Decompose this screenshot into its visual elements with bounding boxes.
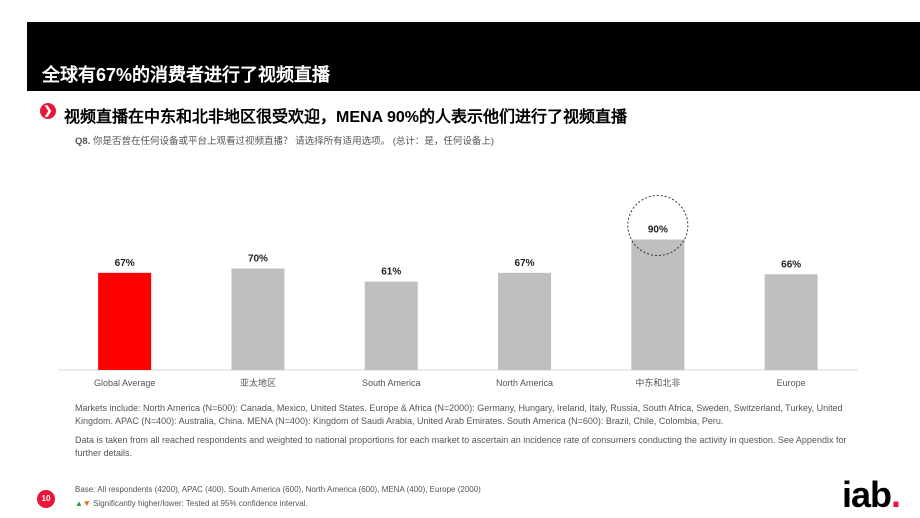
- logo-dot: .: [891, 474, 901, 515]
- method-note: Data is taken from all reached responden…: [75, 435, 847, 458]
- bar: [98, 272, 152, 370]
- slide-title: 全球有67%的消费者进行了视频直播: [42, 65, 331, 85]
- data-label: 67%: [115, 258, 135, 269]
- question-text: Q8. 你是否曾在任何设备或平台上观看过视频直播？ 请选择所有适用选项。 (总计…: [75, 133, 494, 147]
- category-label: Europe: [777, 378, 806, 388]
- data-label: 67%: [515, 258, 535, 269]
- highlight-circle: [627, 195, 689, 256]
- bar: [764, 274, 818, 370]
- title-band: [27, 22, 920, 91]
- bar-chart: 67% Global Average 70% 亚太地区 61% South America…: [58, 195, 858, 388]
- iab-logo: iab.: [842, 474, 901, 516]
- significance-text: Significantly higher/lower: Tested at 95…: [93, 499, 308, 508]
- category-label: North America: [496, 378, 553, 388]
- data-label: 61%: [381, 267, 401, 278]
- page-number: 10: [37, 490, 55, 508]
- base-note: Base: All respondents (4200), APAC (400)…: [75, 485, 481, 494]
- headline: 视频直播在中东和北非地区很受欢迎，MENA 90%的人表示他们进行了视频直播: [64, 109, 627, 126]
- bar: [231, 268, 285, 370]
- category-label: Global Average: [94, 378, 155, 388]
- triangle-up-icon: ▲: [75, 499, 83, 508]
- chevron-right-icon: ❯: [40, 103, 56, 119]
- significance-note: ▲▼ Significantly higher/lower: Tested at…: [75, 499, 308, 508]
- question-body: 你是否曾在任何设备或平台上观看过视频直播？ 请选择所有适用选项。 (总计：是，任…: [92, 136, 495, 147]
- data-label: 66%: [781, 259, 801, 270]
- markets-note: Markets include: North America (N=600): …: [75, 403, 843, 426]
- logo-text: iab: [842, 474, 892, 515]
- question-label: Q8.: [75, 136, 91, 147]
- data-label: 90%: [648, 225, 668, 236]
- bar: [631, 239, 685, 370]
- triangle-down-icon: ▼: [82, 499, 91, 508]
- notes: Markets include: North America (N=600): …: [75, 402, 865, 466]
- category-label: South America: [362, 378, 421, 388]
- bar: [498, 272, 552, 370]
- bar: [364, 281, 418, 370]
- category-label: 亚太地区: [240, 377, 276, 388]
- data-label: 70%: [248, 254, 268, 265]
- category-label: 中东和北非: [635, 377, 680, 388]
